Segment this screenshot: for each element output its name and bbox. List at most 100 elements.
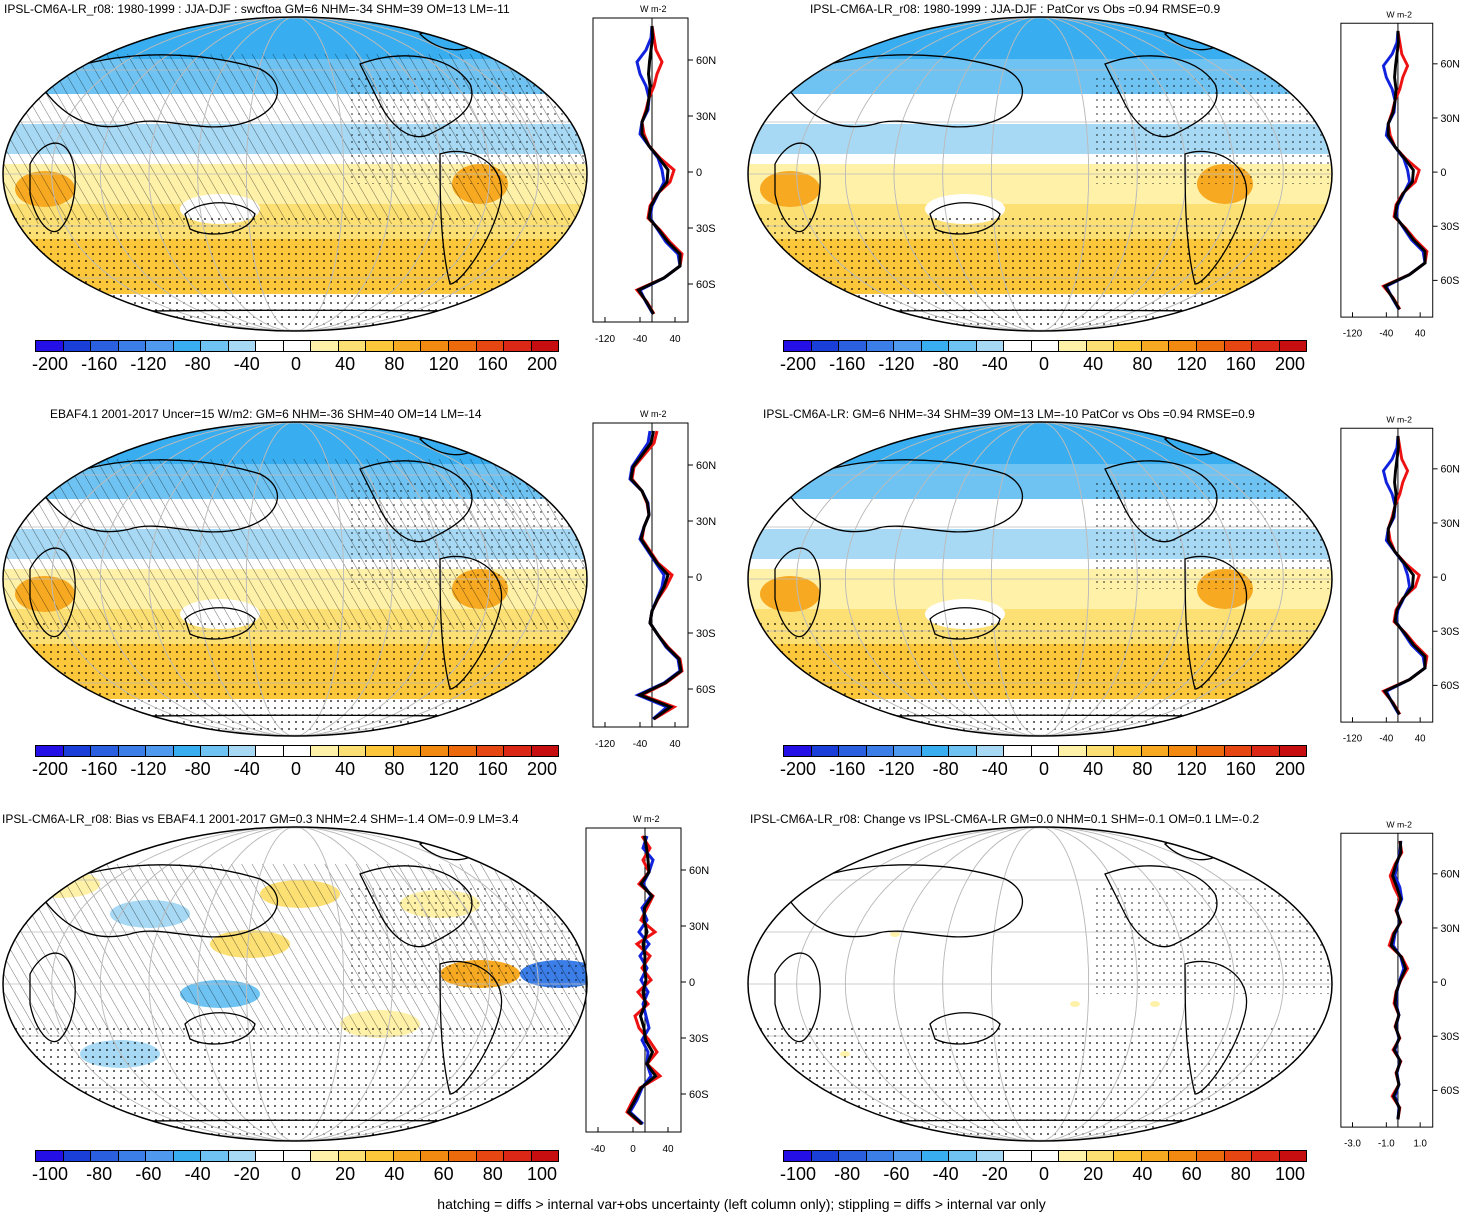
zonal-mean-plot: W m-2 60N 30N 0 30S 60S -3.0 -1.0 1.0 [1340,819,1460,1149]
zonal-xtick-label: 40 [669,334,681,345]
colorbar-tick-label: 80 [1230,1164,1251,1184]
colorbar-tick-label: 120 [1176,759,1207,779]
colorbar-tick-label: -160 [81,354,118,374]
colorbar-tick-label: 200 [526,354,558,374]
colorbar-tick-label: -40 [932,1164,959,1184]
zonal-xtick-label: -40 [633,334,648,345]
zonal-ytick-label: 60S [1440,1085,1459,1097]
colorbar-swatch [447,746,476,756]
robinson-map [2,826,588,1142]
colorbar-swatch [810,1151,839,1161]
zonal-ytick-label: 30N [696,516,716,528]
colorbar-swatch [282,341,311,351]
colorbar-tick-label: 0 [1038,1164,1050,1184]
colorbar-swatch [838,341,866,351]
stippling [1095,884,1332,994]
colorbar-swatch [810,746,839,756]
stippling [3,619,587,736]
colorbar-tick-label: -40 [184,1164,211,1184]
panel-title: IPSL-CM6A-LR_r08: 1980-1999 : JJA-DJF : … [4,2,510,16]
colorbar-tick-label: -120 [130,759,167,779]
colorbar-tick-label: -80 [932,759,959,779]
colorbar-swatch [420,746,448,756]
panel-title: EBAF4.1 2001-2017 Uncer=15 W/m2: GM=6 NH… [50,407,482,421]
colorbar-swatch [1003,1151,1031,1161]
colorbar-swatch [1085,746,1114,756]
colorbar-tick-label: 20 [335,1164,356,1184]
colorbar-swatch [784,341,811,351]
colorbar-swatch [948,746,976,756]
zonal-ytick-label: 0 [696,572,702,584]
zonal-xtick-label: -40 [1379,733,1393,744]
colorbar-tick-label: -20 [233,1164,260,1184]
coast-australia [929,1012,1001,1045]
map-field [748,422,1332,736]
colorbar-swatch [392,341,421,351]
colorbar-swatch [310,746,338,756]
colorbar-tick-label: -160 [829,354,866,374]
colorbar-tick-label: -40 [981,354,1008,374]
coast-north-america [1104,460,1218,543]
colorbar-swatch [90,746,118,756]
colorbar-swatch [227,341,256,351]
zonal-ytick-label: 60N [689,865,709,877]
zonal-mean-plot: W m-2 60N 30N 0 30S 60S -120 -40 40 [1340,9,1460,339]
colorbar-swatch [365,1151,393,1161]
zonal-ytick-label: 30N [1440,518,1460,530]
stippling [3,214,587,331]
zonal-curve-black [636,25,682,315]
colorbar-swatch [172,341,201,351]
colorbar-swatch [1278,1151,1307,1161]
zonal-curve-black [1382,30,1427,311]
panel-title: IPSL-CM6A-LR_r08: Bias vs EBAF4.1 2001-2… [2,812,519,826]
robinson-map [747,421,1333,737]
colorbar-swatch [784,746,811,756]
colorbar-tick-label: 160 [1225,354,1256,374]
colorbar-swatch [145,1151,173,1161]
zonal-xtick-label: -120 [595,334,615,345]
colorbar-swatch [1195,341,1224,351]
panel-title: IPSL-CM6A-LR: GM=6 NHM=-34 SHM=39 OM=13 … [763,407,1255,421]
colorbar-tick-label: 120 [428,354,459,374]
colorbar-tick-label: 40 [335,759,356,779]
zonal-ytick-label: 0 [689,977,695,989]
zonal-frame [1340,832,1434,1128]
zonal-xtick-label: -3.0 [1344,1138,1361,1149]
change-blob [890,931,900,937]
robinson-map [2,16,588,332]
panel-bias-vs-ebaf: IPSL-CM6A-LR_r08: Bias vs EBAF4.1 2001-2… [0,810,740,1195]
colorbar-swatch [447,1151,476,1161]
map-field [3,422,587,736]
colorbar-swatch [865,341,894,351]
zonal-ytick-label: 60S [696,684,716,696]
zonal-ytick-label: 30S [696,223,716,235]
zonal-xtick-label: 40 [1415,328,1426,339]
robinson-map [747,826,1333,1142]
colorbar-tick-label: -200 [31,354,69,374]
colorbar-swatch [310,341,338,351]
colorbar-tick-label: 60 [433,1164,454,1184]
colorbar-swatch [117,746,146,756]
zonal-ytick-label: 30N [689,921,709,933]
colorbar-swatch [255,341,283,351]
panel-ebaf-obs: EBAF4.1 2001-2017 Uncer=15 W/m2: GM=6 NH… [0,405,740,795]
coast-africa [774,952,821,1043]
colorbar-tick-label: -40 [233,759,260,779]
colorbar-tick-label: -60 [883,1164,910,1184]
colorbar-tick-label: 40 [1083,759,1104,779]
coast-north-america [1104,55,1218,138]
graticule [3,17,587,331]
colorbar-swatch [530,746,559,756]
coast-africa [29,952,76,1043]
zonal-xtick-label: 40 [669,739,681,750]
colorbar-swatch [282,746,311,756]
colorbar-swatch [255,746,283,756]
panel-title: IPSL-CM6A-LR_r08: 1980-1999 : JJA-DJF : … [810,2,1221,16]
coast-eurasia [39,459,278,533]
zonal-frame [592,422,689,728]
colorbar-swatch [1140,341,1169,351]
colorbar-swatch [227,746,256,756]
colorbar-swatch [1140,746,1169,756]
colorbar-swatch [392,746,421,756]
zonal-ytick-label: 0 [1440,977,1446,989]
